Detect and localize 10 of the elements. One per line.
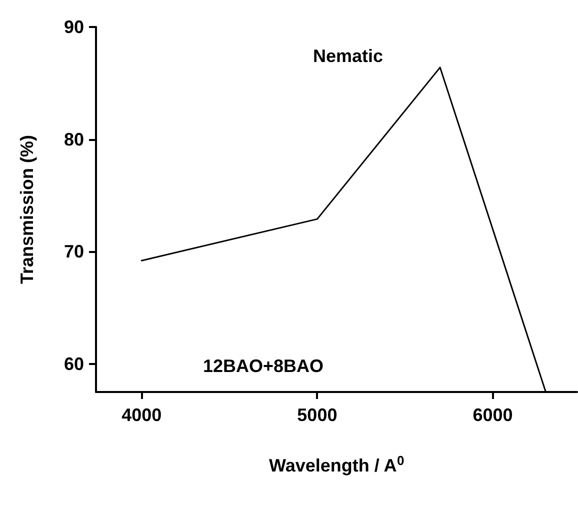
x-tick-label: 6000 bbox=[472, 405, 513, 425]
x-tick-label: 5000 bbox=[297, 405, 338, 425]
y-tick-label: 60 bbox=[64, 354, 84, 374]
y-tick-label: 70 bbox=[64, 242, 84, 262]
text: 12BAO+8BAO bbox=[203, 356, 324, 376]
annotation: Nematic bbox=[313, 46, 384, 66]
y-axis-title: Transmission (%) bbox=[17, 134, 37, 284]
y-tick-label: 90 bbox=[64, 17, 84, 37]
x-tick-label: 4000 bbox=[122, 405, 162, 425]
y-tick-label: 80 bbox=[64, 129, 84, 150]
